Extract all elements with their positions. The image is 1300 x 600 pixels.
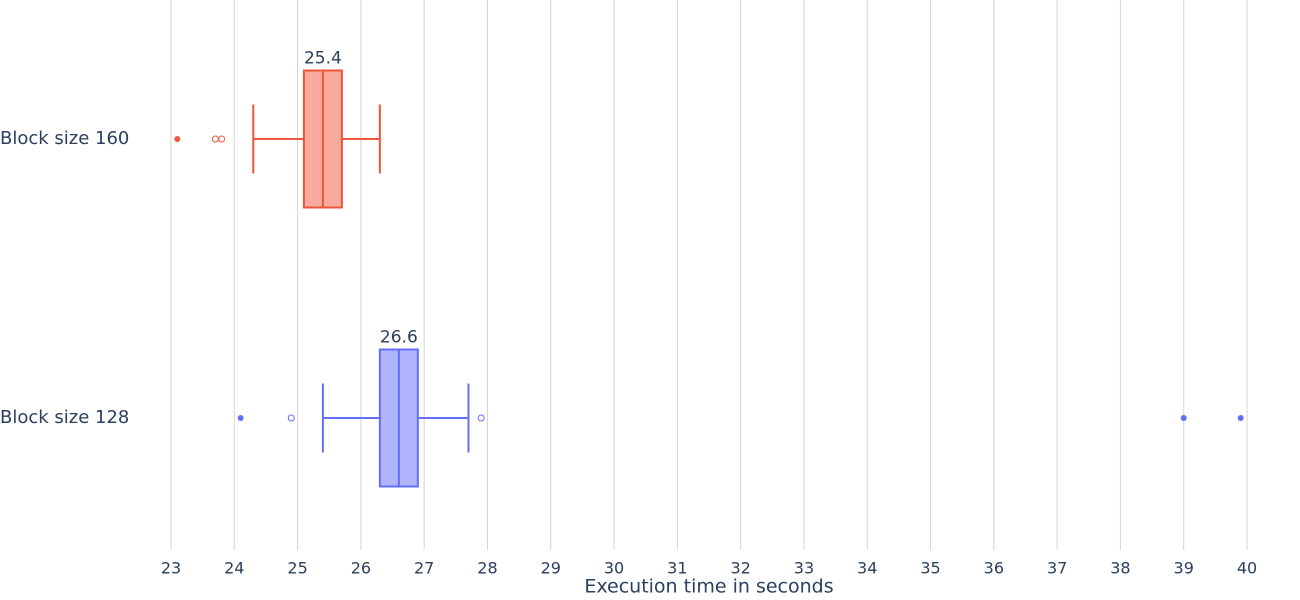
median-label: 26.6 (380, 328, 418, 348)
x-tick-label: 32 (730, 559, 750, 578)
outlier (1180, 415, 1187, 421)
x-tick-label: 28 (477, 559, 497, 578)
x-tick-label: 29 (541, 559, 561, 578)
category-label: Block size 128 (0, 407, 129, 428)
x-tick-label: 39 (1174, 559, 1194, 578)
outlier (1237, 415, 1244, 421)
suspected-outlier (211, 135, 219, 143)
x-tick-label: 37 (1047, 559, 1067, 578)
outlier (174, 136, 181, 142)
x-tick-label: 30 (604, 559, 624, 578)
suspected-outlier (477, 414, 485, 422)
x-tick-label: 27 (414, 559, 434, 578)
x-axis-title: Execution time in seconds (584, 576, 833, 598)
suspected-outlier (218, 135, 226, 143)
x-tick-label: 26 (351, 559, 371, 578)
x-tick-label: 40 (1237, 559, 1257, 578)
suspected-outlier (287, 414, 295, 422)
category-label: Block size 160 (0, 128, 129, 149)
median-label: 25.4 (304, 49, 342, 69)
x-tick-label: 38 (1110, 559, 1130, 578)
x-tick-label: 25 (287, 559, 307, 578)
x-tick-label: 24 (224, 559, 244, 578)
x-tick-label: 36 (984, 559, 1004, 578)
x-tick-label: 35 (920, 559, 940, 578)
outlier (237, 415, 244, 421)
x-tick-label: 31 (667, 559, 687, 578)
x-tick-label: 34 (857, 559, 877, 578)
x-tick-label: 33 (794, 559, 814, 578)
x-tick-label: 23 (161, 559, 181, 578)
